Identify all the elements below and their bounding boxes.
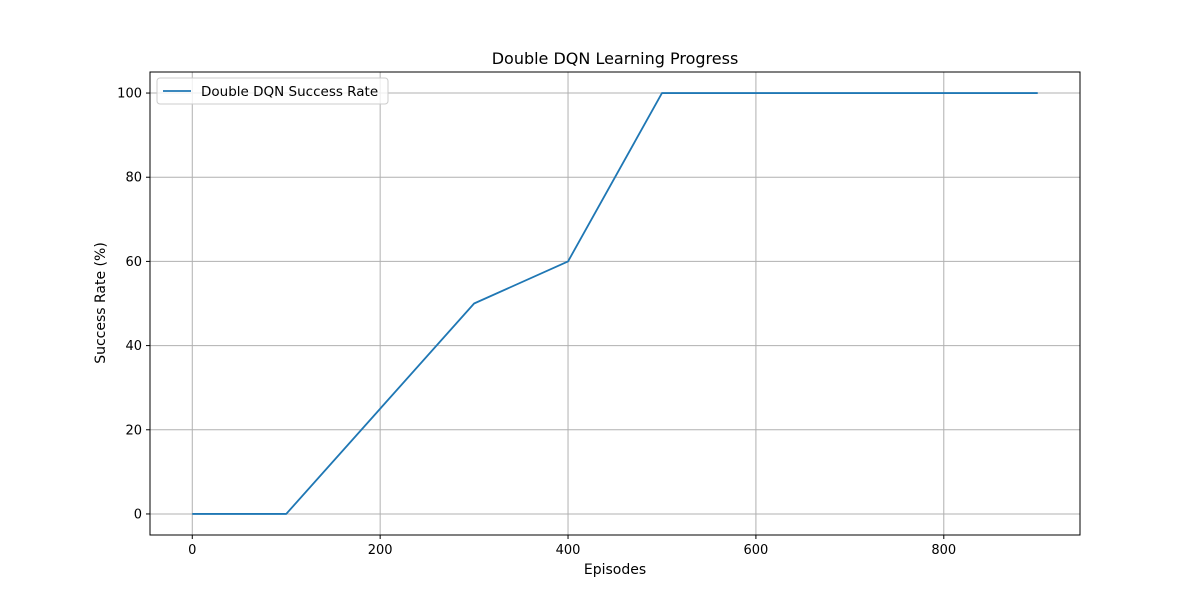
y-tick-label: 60 [125,255,142,270]
x-tick-label: 600 [743,543,768,558]
x-tick-label: 400 [556,543,581,558]
series-line [192,92,1038,515]
x-tick-label: 0 [188,543,196,558]
legend-label: Double DQN Success Rate [201,84,378,100]
y-tick-label: 0 [134,507,142,522]
legend: Double DQN Success Rate [156,77,389,105]
x-axis-title: Episodes [584,562,646,578]
series-layer [192,92,1038,515]
chart-title: Double DQN Learning Progress [492,49,739,68]
axis-ticks: 0 200 400 600 800 0 20 40 60 80 100 [117,87,956,558]
x-tick-label: 800 [931,543,956,558]
y-tick-label: 40 [125,339,142,354]
legend-box [156,77,389,105]
y-axis-title: Success Rate (%) [93,242,109,364]
plot-frame [149,71,1081,536]
y-tick-label: 80 [125,171,142,186]
y-tick-label: 100 [117,87,142,102]
y-tick-label: 20 [125,423,142,438]
x-tick-label: 200 [368,543,393,558]
